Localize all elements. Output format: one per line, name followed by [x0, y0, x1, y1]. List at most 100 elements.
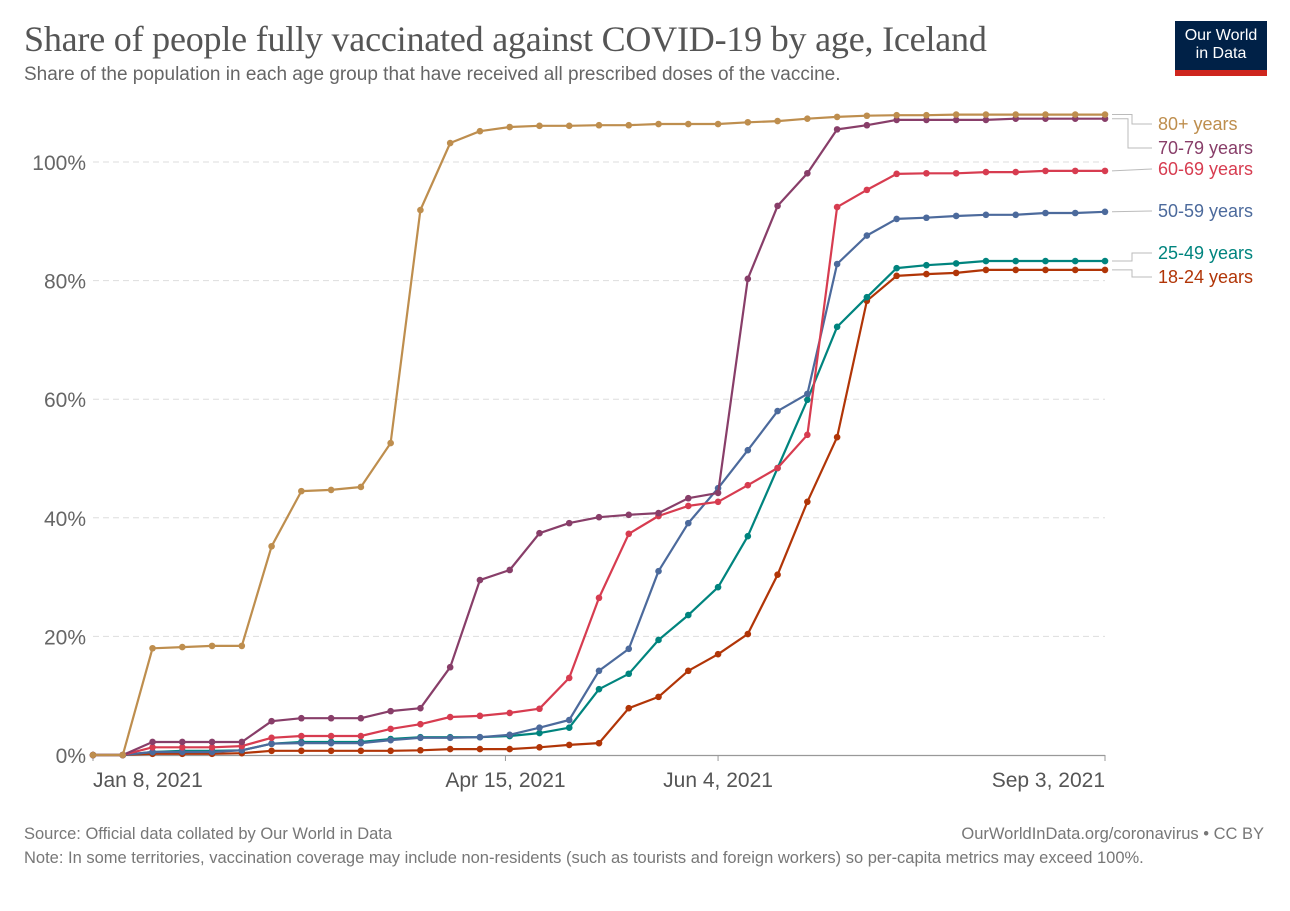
- data-point: [178, 748, 186, 756]
- data-point: [536, 729, 543, 737]
- data-point: [982, 168, 990, 176]
- data-point: [804, 390, 811, 398]
- data-point: [804, 396, 811, 404]
- owid-logo[interactable]: Our World in Data: [1175, 21, 1267, 76]
- series-group: [89, 111, 1109, 759]
- data-point: [744, 118, 752, 126]
- data-point: [625, 121, 633, 129]
- data-point: [804, 498, 811, 506]
- legend-item: 18-24 years: [1112, 267, 1253, 287]
- data-point: [952, 260, 960, 267]
- data-point: [625, 530, 633, 538]
- data-point: [238, 738, 246, 746]
- data-point: [863, 186, 871, 194]
- data-point: [327, 486, 335, 494]
- series-line: [93, 268, 1105, 757]
- data-point: [833, 323, 841, 331]
- data-point: [327, 714, 335, 722]
- data-point: [952, 169, 960, 177]
- data-point: [268, 717, 275, 725]
- data-point: [923, 116, 930, 124]
- data-point: [565, 741, 573, 749]
- x-tick-label: Sep 3, 2021: [992, 769, 1105, 792]
- data-point: [506, 123, 514, 131]
- data-point: [595, 594, 603, 602]
- data-point: [268, 734, 275, 742]
- legend-item: 70-79 years: [1112, 118, 1253, 158]
- data-point: [387, 747, 394, 755]
- x-tick-label: Jan 8, 2021: [93, 769, 203, 792]
- data-point: [893, 264, 900, 272]
- data-point: [1101, 266, 1109, 274]
- data-point: [357, 714, 365, 722]
- legend-label: 60-69 years: [1158, 159, 1253, 179]
- data-point: [833, 203, 841, 211]
- data-point: [833, 433, 841, 441]
- data-point: [893, 170, 900, 178]
- data-point: [565, 122, 573, 130]
- data-point: [446, 663, 454, 671]
- x-axis: Jan 8, 2021 Apr 15, 2021 Jun 4, 2021 Sep 3,…: [92, 754, 1106, 792]
- y-axis: 0% 20% 40% 60% 80% 100%: [32, 152, 86, 768]
- data-point: [744, 275, 752, 283]
- y-tick-label: 40%: [44, 508, 86, 531]
- data-point: [952, 212, 960, 220]
- data-point: [833, 113, 841, 121]
- data-point: [923, 111, 930, 119]
- data-point: [298, 714, 305, 722]
- data-point: [863, 232, 871, 239]
- data-point: [268, 740, 275, 748]
- series-25-49-years: [89, 257, 1109, 759]
- data-point: [923, 214, 930, 222]
- data-point: [565, 674, 573, 682]
- gridlines: [93, 161, 1105, 637]
- note-text: Note: In some territories, vaccination c…: [24, 849, 1144, 867]
- data-point: [774, 407, 781, 415]
- data-point: [595, 513, 603, 521]
- data-point: [268, 747, 275, 755]
- data-point: [178, 738, 186, 746]
- data-point: [684, 611, 692, 619]
- data-point: [506, 745, 514, 753]
- data-point: [655, 567, 662, 575]
- data-point: [1071, 111, 1079, 118]
- data-point: [298, 739, 305, 747]
- x-tick-label: Jun 4, 2021: [663, 769, 773, 792]
- source-text: Source: Official data collated by Our Wo…: [24, 825, 393, 843]
- data-point: [684, 519, 692, 527]
- data-point: [178, 643, 186, 651]
- data-point: [833, 260, 841, 268]
- data-point: [1012, 111, 1020, 118]
- data-point: [238, 642, 246, 650]
- data-point: [149, 743, 156, 751]
- y-tick-label: 80%: [44, 271, 86, 294]
- data-point: [387, 707, 394, 715]
- data-point: [268, 542, 275, 550]
- series-18-24-years: [89, 266, 1109, 759]
- data-point: [952, 269, 960, 277]
- data-point: [387, 736, 394, 744]
- data-point: [625, 645, 633, 653]
- data-point: [446, 713, 454, 721]
- data-point: [684, 494, 692, 502]
- data-point: [625, 670, 633, 678]
- data-point: [863, 293, 871, 301]
- chart-subtitle: Share of the population in each age grou…: [24, 64, 841, 85]
- data-point: [714, 498, 722, 506]
- data-point: [89, 751, 97, 759]
- legend-item: 60-69 years: [1111, 159, 1253, 179]
- source-link[interactable]: OurWorldInData.org/coronavirus • CC BY: [961, 825, 1264, 843]
- data-point: [804, 115, 811, 123]
- series-line: [93, 259, 1105, 757]
- data-point: [417, 720, 424, 728]
- data-point: [982, 211, 990, 219]
- data-point: [714, 583, 722, 591]
- data-point: [327, 747, 335, 755]
- data-point: [565, 724, 573, 732]
- y-tick-label: 100%: [32, 152, 86, 175]
- data-point: [1042, 257, 1049, 265]
- data-point: [536, 743, 543, 751]
- legend-item: 80+ years: [1112, 114, 1238, 134]
